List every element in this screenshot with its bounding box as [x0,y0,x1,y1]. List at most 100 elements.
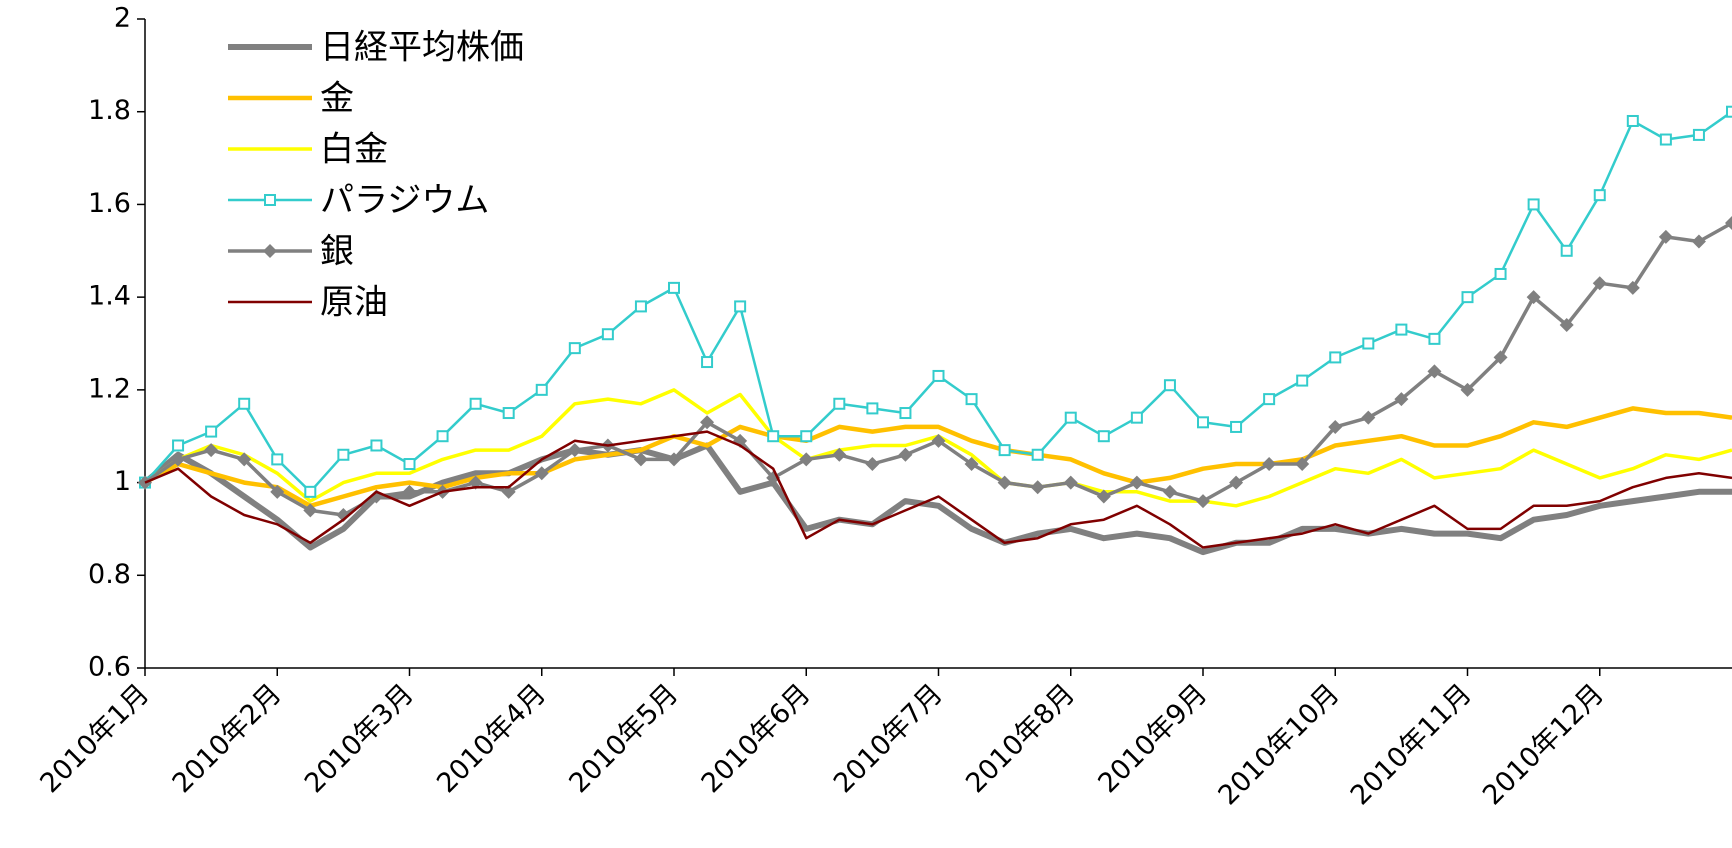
marker [237,452,252,467]
marker [668,281,680,294]
y-tick-label: 1 [114,466,131,497]
y-tick-label: 0.6 [88,652,131,683]
marker [303,503,318,518]
marker [866,402,879,415]
x-tick-label: 2010年12月 [1477,678,1610,811]
marker [1592,276,1607,291]
marker [402,484,417,499]
marker [1658,229,1673,244]
series [144,430,1732,549]
marker [436,430,449,443]
marker [1493,350,1508,365]
marker [264,194,276,206]
marker [1460,382,1475,397]
marker [1328,419,1343,434]
marker [898,447,913,462]
marker [1230,420,1243,433]
marker [965,393,978,406]
marker [1096,489,1111,504]
marker [1725,215,1732,230]
marker [304,485,317,498]
marker [1692,128,1705,141]
marker [1129,475,1144,490]
marker [1064,411,1077,424]
legend-label: 銀 [320,232,354,272]
marker [1593,189,1606,202]
y-tick-label: 1.2 [88,373,131,404]
marker [998,444,1011,457]
x-tick-label: 2010年7月 [828,678,949,799]
marker [204,443,219,458]
marker [997,475,1012,490]
legend-label: 日経平均株価 [320,28,524,68]
x-tick-label: 2010年2月 [167,678,288,799]
marker [171,452,186,467]
marker [734,300,747,313]
marker [271,453,284,466]
marker [1526,290,1541,305]
x-tick-label: 2010年5月 [563,678,684,799]
x-tick-label: 2010年10月 [1213,678,1346,811]
series [143,442,1732,556]
marker [832,447,847,462]
marker [172,439,185,452]
marker [833,397,846,410]
series-line [144,430,1732,549]
series-line [143,406,1732,509]
y-tick-label: 1.6 [88,188,131,219]
marker [1130,411,1143,424]
marker [1296,374,1309,387]
marker [534,466,549,481]
x-tick-label: 2010年9月 [1092,678,1213,799]
marker [337,448,350,461]
marker [799,452,814,467]
marker [1427,364,1442,379]
marker [1197,416,1209,429]
marker [767,430,780,443]
marker [1162,484,1177,499]
legend-label: 金 [320,79,354,119]
marker [469,397,482,410]
legend-label: 白金 [320,130,388,170]
marker [700,415,715,430]
marker [1559,317,1574,332]
marker [1527,198,1540,211]
x-tick-label: 2010年1月 [34,678,155,799]
marker [1196,494,1210,509]
x-tick-label: 2010年6月 [696,678,817,799]
x-tick-label: 2010年11月 [1345,678,1478,811]
marker [238,397,251,410]
marker [800,430,813,443]
marker [263,244,277,258]
marker [403,458,416,471]
marker [964,457,979,472]
legend-label: 原油 [320,283,388,323]
marker [1362,337,1375,350]
marker [1329,351,1342,364]
marker [601,328,614,341]
marker [1560,244,1573,257]
marker [336,508,351,523]
series [138,215,1732,523]
marker [535,383,548,396]
y-tick-label: 2 [114,3,131,34]
marker [1494,267,1507,280]
marker [899,407,912,420]
marker [1097,430,1110,443]
marker [502,407,515,420]
marker [1295,457,1310,472]
y-tick-label: 1.8 [88,95,131,126]
marker [1394,392,1409,407]
marker [931,433,946,448]
marker [567,443,582,458]
marker [270,484,285,499]
series [139,105,1732,498]
marker [205,425,218,438]
marker [1691,234,1706,249]
marker [1229,475,1244,490]
marker [865,457,880,472]
marker [1626,114,1639,127]
marker [701,356,714,369]
